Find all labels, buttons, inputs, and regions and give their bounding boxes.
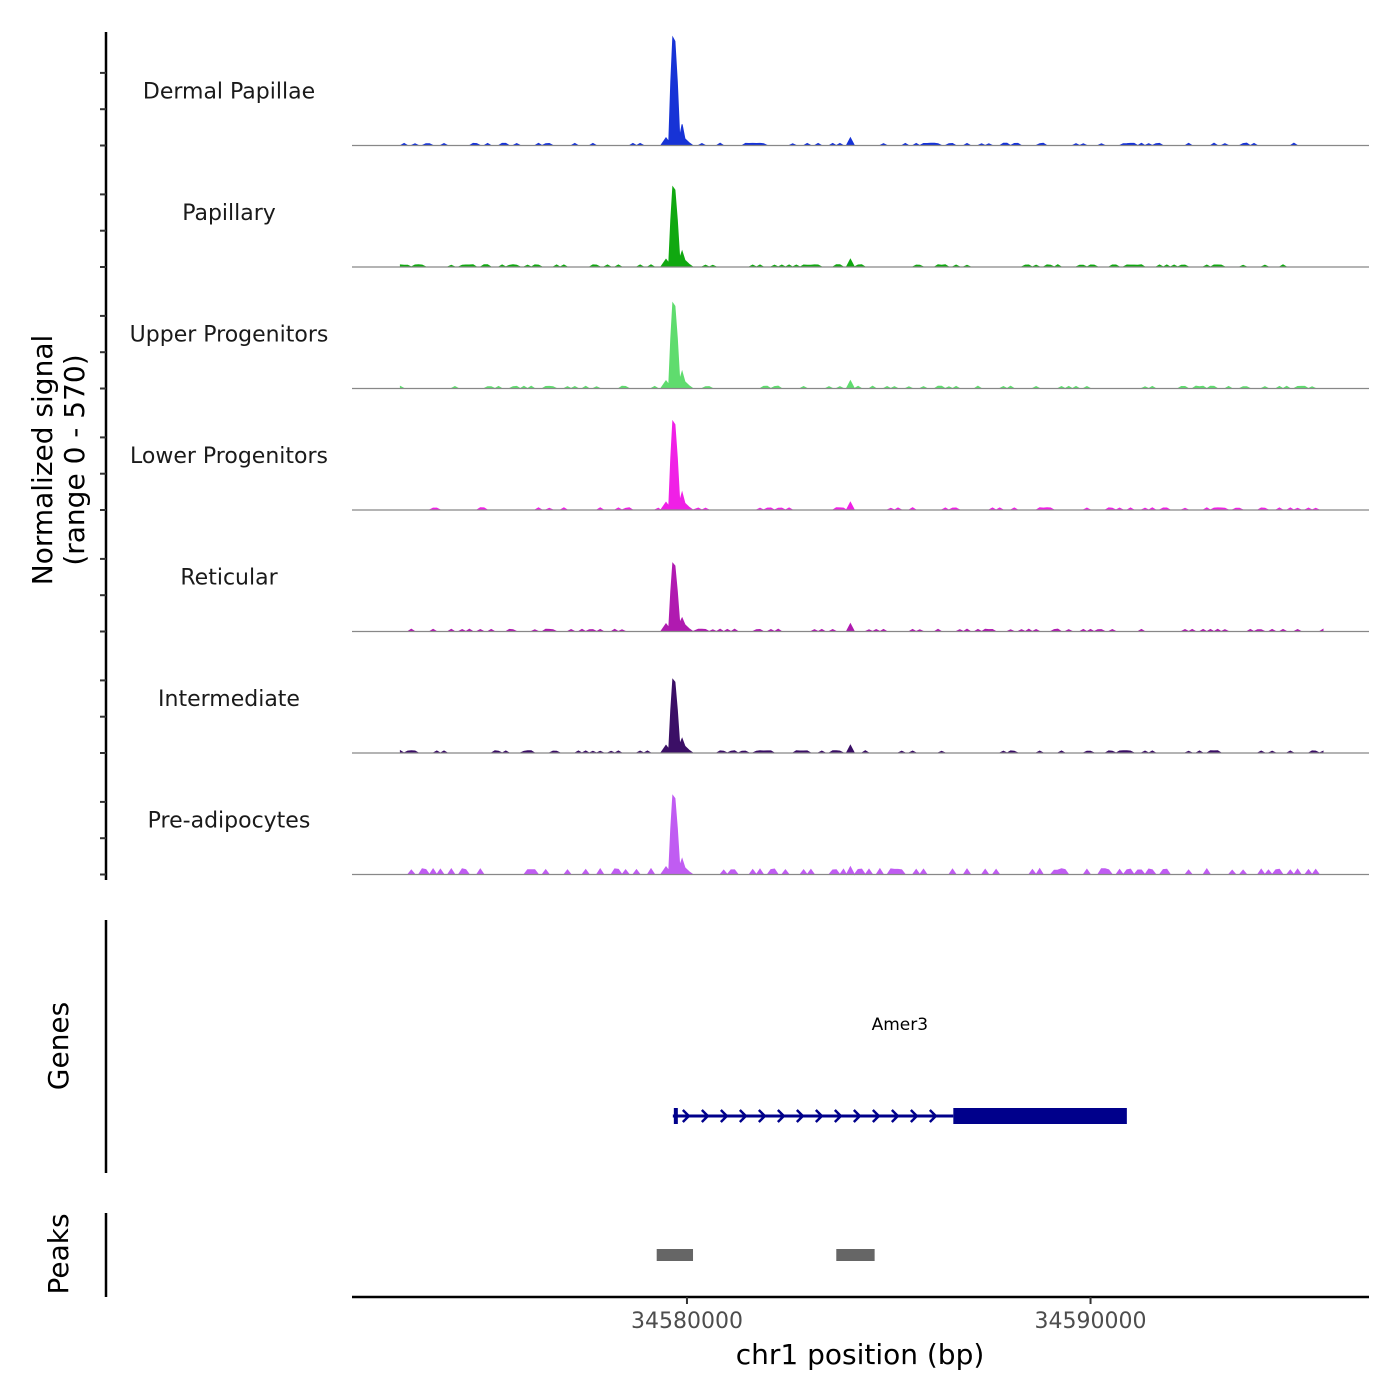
genes-track-title: Genes <box>42 1002 75 1090</box>
track-intermediate: Intermediate <box>158 678 1369 754</box>
gene-strand-arrow <box>814 1109 824 1123</box>
gene-strand-arrow <box>719 1109 729 1123</box>
gene-exon-block <box>953 1108 1127 1124</box>
track-label: Intermediate <box>158 687 300 712</box>
track-label: Reticular <box>180 566 278 591</box>
gene-strand-arrow <box>852 1109 862 1123</box>
gene-strand-arrow <box>909 1109 919 1123</box>
gene-strand-arrow <box>681 1109 691 1123</box>
coverage-tracks: Dermal Papillae Papillary Upper Progenitor… <box>130 35 1369 876</box>
gene-strand-arrow <box>738 1109 748 1123</box>
track-signal-area <box>400 562 1324 633</box>
track-dermal-papillae: Dermal Papillae <box>143 35 1369 147</box>
track-signal-area <box>398 35 1323 147</box>
gene-strand-arrow <box>757 1109 767 1123</box>
peak-region <box>656 1249 694 1261</box>
gene-strand-arrow <box>871 1109 881 1123</box>
track-signal-area <box>399 185 1323 268</box>
x-axis-title: chr1 position (bp) <box>736 1338 985 1371</box>
signal-y-axis-ticks <box>100 71 106 876</box>
track-pre-adipocytes: Pre-adipocytes <box>148 794 1369 876</box>
track-papillary: Papillary <box>182 185 1369 268</box>
track-label: Pre-adipocytes <box>148 809 311 834</box>
x-tick-label: 34580000 <box>631 1309 743 1334</box>
gene-amer3: Amer3 <box>672 1015 1127 1124</box>
track-signal-area <box>399 678 1324 754</box>
track-lower-progenitors: Lower Progenitors <box>130 419 1369 511</box>
gene-strand-arrow <box>928 1109 938 1123</box>
peak-region <box>836 1249 875 1261</box>
gene-strand-arrow <box>700 1109 710 1123</box>
y-axis-title-line1: Normalized signal <box>26 335 59 586</box>
track-signal-area <box>400 419 1323 511</box>
track-upper-progenitors: Upper Progenitors <box>130 301 1369 390</box>
track-label: Lower Progenitors <box>130 444 328 469</box>
x-tick-label: 34590000 <box>1035 1309 1147 1334</box>
peaks-track <box>656 1249 875 1261</box>
x-axis-ticks: 34580000 34590000 <box>631 1297 1147 1334</box>
genes-track: Amer3 <box>672 1015 1127 1124</box>
track-signal-area <box>399 301 1323 390</box>
gene-label: Amer3 <box>872 1015 928 1035</box>
gene-strand-arrow <box>776 1109 786 1123</box>
gene-strand-arrow <box>833 1109 843 1123</box>
track-label: Upper Progenitors <box>130 323 329 348</box>
peaks-track-title: Peaks <box>42 1213 75 1294</box>
track-reticular: Reticular <box>180 562 1369 633</box>
track-label: Dermal Papillae <box>143 80 315 105</box>
track-signal-area <box>400 794 1323 876</box>
gene-strand-arrow <box>795 1109 805 1123</box>
gene-strand-arrow <box>890 1109 900 1123</box>
y-axis-title-line2: (range 0 - 570) <box>58 354 91 565</box>
track-label: Papillary <box>182 201 276 226</box>
